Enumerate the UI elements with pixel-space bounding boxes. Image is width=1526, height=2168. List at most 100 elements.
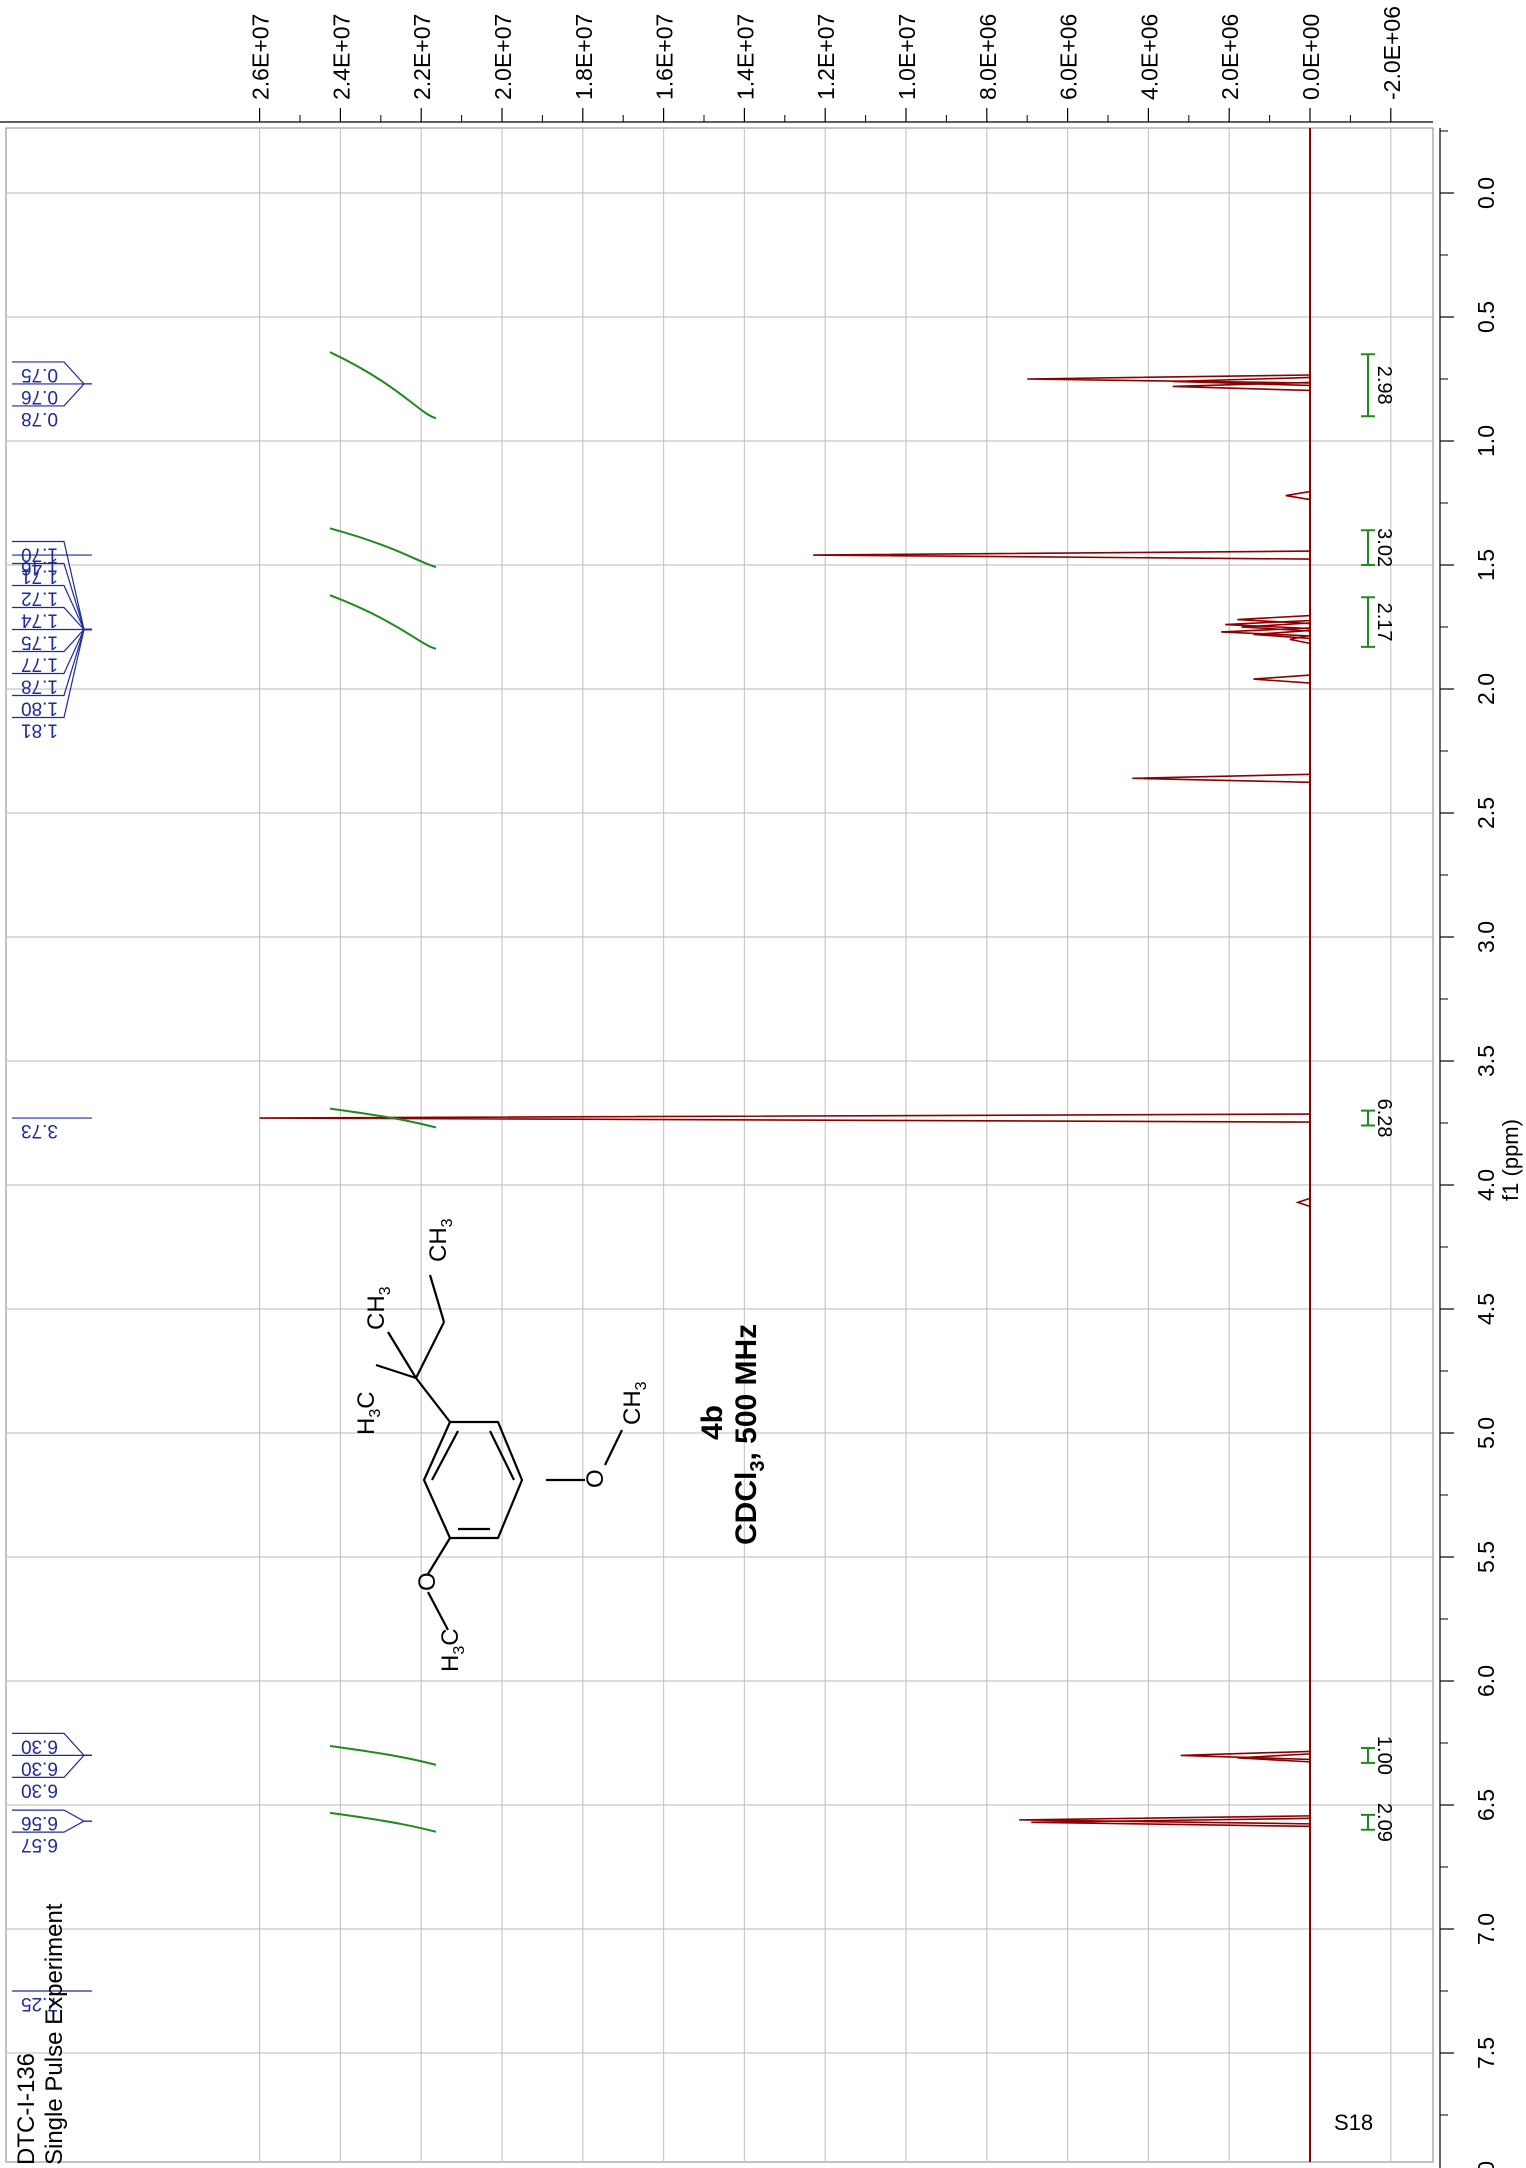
intensity-tick-label: 2.2E+07	[409, 14, 435, 100]
spectrum-peak	[1031, 1817, 1311, 1828]
plot-frame	[5, 127, 1434, 2163]
integral-bracket	[1361, 596, 1375, 648]
ring-double-bond-3	[489, 1430, 515, 1481]
spectrum-peak	[1295, 1197, 1311, 1208]
compound-label: 4b CDCl3, 500 MHz	[696, 1324, 769, 1545]
peak-label: 7.25	[21, 1993, 58, 2014]
peak-label-group: 0.750.760.78 1.461.701.711.721.741.751.77…	[12, 361, 92, 2014]
peak-label: 1.81	[21, 719, 58, 740]
ppm-tick-label: 7.5	[1473, 2037, 1499, 2069]
conditions-subscript: 3	[747, 1461, 769, 1472]
label-h3c-methoxy-lower: H3C	[437, 1628, 468, 1672]
peak-label: 1.77	[21, 653, 58, 674]
peak-label: 1.46	[21, 557, 58, 578]
spectrum-series	[259, 128, 1311, 2162]
spectrum-peak	[1027, 374, 1311, 384]
integral-value: 1.00	[1373, 1736, 1395, 1775]
spectrum-peak	[1019, 1815, 1311, 1825]
peak-label-leader	[12, 628, 92, 719]
bond-c-ch3-top	[387, 1331, 417, 1379]
spectrum-peak	[1289, 634, 1311, 645]
bond-ch2-ch3	[428, 1274, 446, 1323]
spectrum-peak	[1132, 773, 1311, 784]
peak-label: 1.80	[21, 697, 58, 718]
peak-label: 6.30	[21, 1735, 58, 1756]
spectrum-peak	[1172, 381, 1311, 392]
ppm-tick-label: 4.5	[1473, 1293, 1499, 1325]
bond-c-ch3-left	[375, 1363, 417, 1380]
label-oxygen-upper: O	[582, 1469, 609, 1488]
ppm-tick-label: 7.0	[1473, 1913, 1499, 1945]
intensity-tick-label: 1.2E+07	[813, 14, 839, 100]
ring-double-bond-1	[431, 1430, 459, 1481]
intensity-tick-label: 1.8E+07	[571, 14, 597, 100]
integral-value: 2.98	[1373, 366, 1395, 405]
peak-label: 1.78	[21, 675, 58, 696]
peak-label: 6.30	[21, 1757, 58, 1778]
peak-label: 0.75	[21, 364, 58, 385]
integral-curve	[329, 1811, 437, 1833]
ppm-tick-label: 0.0	[1473, 177, 1499, 209]
ppm-tick-label: 0.5	[1473, 301, 1499, 333]
label-oxygen-lower: O	[414, 1572, 441, 1591]
plot-grid	[5, 127, 1434, 2163]
experiment-type: Single Pulse Experiment	[41, 1903, 68, 2165]
peak-label: 1.72	[21, 587, 58, 608]
molecule-labels: CH3 CH3 H3C O CH3 O H3C	[353, 1218, 650, 1672]
molecule-structure	[375, 1274, 623, 1631]
integral-value: 2.17	[1373, 603, 1395, 642]
peak-label: 1.70	[21, 543, 58, 564]
label-ch3-methyl: CH3	[363, 1286, 394, 1330]
experiment-annotation: DTC-I-136 Single Pulse Experiment	[13, 1903, 68, 2165]
ppm-tick-label: 8.0	[1473, 2161, 1499, 2168]
peak-label-leader	[12, 1754, 92, 1778]
spectrum-peak	[1253, 674, 1311, 684]
spectrum-peak	[1225, 619, 1311, 630]
intensity-tick-label: 2.0E+07	[490, 14, 516, 100]
conditions-prefix: CDCl	[730, 1472, 763, 1545]
peak-label: 6.57	[21, 1834, 58, 1855]
label-ch3-ethyl: CH3	[425, 1218, 456, 1262]
ppm-tick-label: 5.5	[1473, 1541, 1499, 1573]
ppm-tick-label: 1.0	[1473, 425, 1499, 457]
spectrum-peak	[1180, 1750, 1311, 1761]
peak-label: 3.73	[21, 1120, 58, 1141]
label-h3c-methyl: H3C	[353, 1391, 384, 1435]
intensity-tick-label: 6.0E+06	[1056, 14, 1082, 100]
experiment-id: DTC-I-136	[13, 2053, 40, 2165]
spectrum-peak	[1237, 1753, 1311, 1763]
ppm-tick-label: 3.5	[1473, 1045, 1499, 1077]
x-axis-title: f1 (ppm)	[1498, 1119, 1523, 1201]
bond-ring-o-lower	[427, 1537, 451, 1575]
page-label: S18	[1334, 2110, 1373, 2135]
spectrum-peak	[1221, 627, 1311, 637]
integral-bracket	[1361, 1813, 1375, 1831]
integral-curve	[329, 527, 437, 568]
intensity-tick-label: 2.0E+06	[1217, 14, 1243, 100]
integral-bracket	[1361, 1109, 1375, 1127]
peak-label-leader	[12, 383, 92, 407]
spectrum-peak	[813, 550, 1311, 560]
peak-label: 0.78	[21, 408, 58, 429]
peak-label: 6.30	[21, 1779, 58, 1800]
integral-group: 2.98 3.02 2.17 6.28 1.00 2.09	[329, 351, 1395, 1842]
intensity-tick-label: 1.0E+07	[894, 14, 920, 100]
integral-bracket	[1361, 1746, 1375, 1764]
integral-curve	[329, 1107, 437, 1129]
intensity-tick-label: 1.6E+07	[652, 14, 678, 100]
spectrum-peak	[1253, 629, 1311, 640]
ppm-tick-label: 6.0	[1473, 1665, 1499, 1697]
integral-value: 6.28	[1373, 1099, 1395, 1138]
intensity-tick-label: 2.4E+07	[328, 14, 354, 100]
bond-o-ch3-upper	[604, 1429, 623, 1466]
bond-ring-quaternary-c	[415, 1377, 451, 1423]
peak-label: 1.74	[21, 609, 58, 630]
intensity-tick-label: 1.4E+07	[732, 14, 758, 100]
spectrum-peak	[1285, 490, 1311, 501]
ppm-tick-label: 6.5	[1473, 1789, 1499, 1821]
ppm-tick-label: 1.5	[1473, 549, 1499, 581]
integral-curve	[329, 351, 437, 420]
peak-label: 1.71	[21, 565, 58, 586]
benzene-ring	[422, 1420, 524, 1540]
ppm-axis: 0.0 0.5 1.0 1.5 2.0 2.5 3.0 3.5 4.0 4.5 5.0 5.5 6.0 6…	[1439, 128, 1499, 2168]
